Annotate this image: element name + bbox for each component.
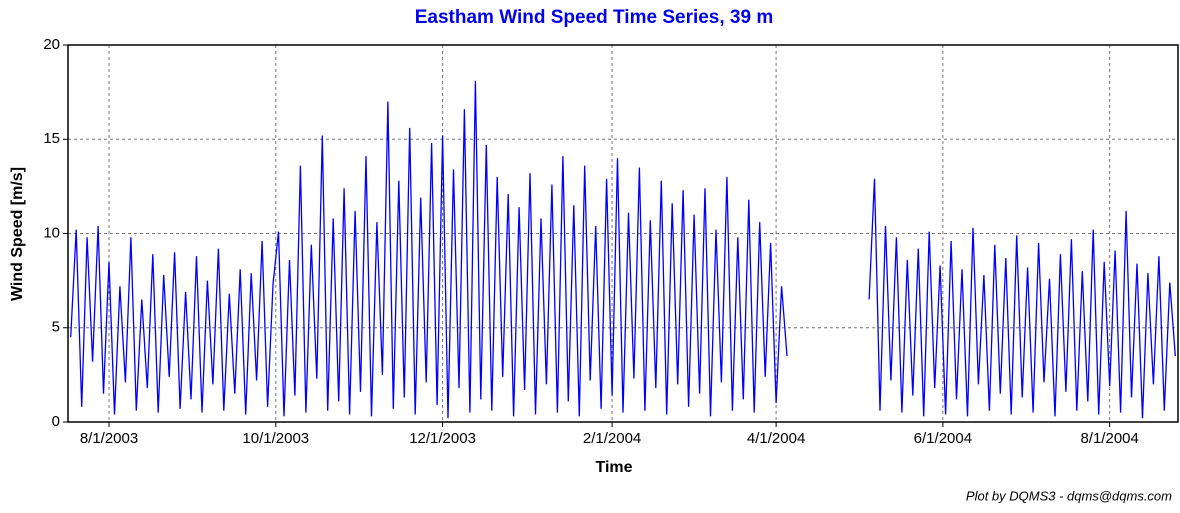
- x-tick-label: 10/1/2003: [242, 430, 309, 447]
- x-tick-label: 8/1/2003: [80, 430, 138, 447]
- chart-title: Eastham Wind Speed Time Series, 39 m: [415, 7, 774, 28]
- y-tick-label: 20: [43, 36, 60, 53]
- footer: Plot by DQMS3 - dqms@dqms.com: [966, 488, 1172, 503]
- plot-frame: [67, 44, 1179, 423]
- x-tick-label: 8/1/2004: [1080, 430, 1138, 447]
- data-line: [70, 80, 1176, 419]
- x-axis-label: Time: [595, 459, 632, 476]
- x-tick-label: 2/1/2004: [583, 430, 641, 447]
- y-tick-label: 5: [52, 319, 60, 336]
- x-tick-label: 4/1/2004: [747, 430, 805, 447]
- x-tick-label: 6/1/2004: [914, 430, 972, 447]
- y-tick-label: 10: [43, 224, 60, 241]
- y-tick-label: 15: [43, 130, 60, 147]
- x-tick-label: 12/1/2003: [409, 430, 476, 447]
- y-tick-label: 0: [52, 413, 60, 430]
- y-axis-label: Wind Speed [m/s]: [9, 167, 26, 301]
